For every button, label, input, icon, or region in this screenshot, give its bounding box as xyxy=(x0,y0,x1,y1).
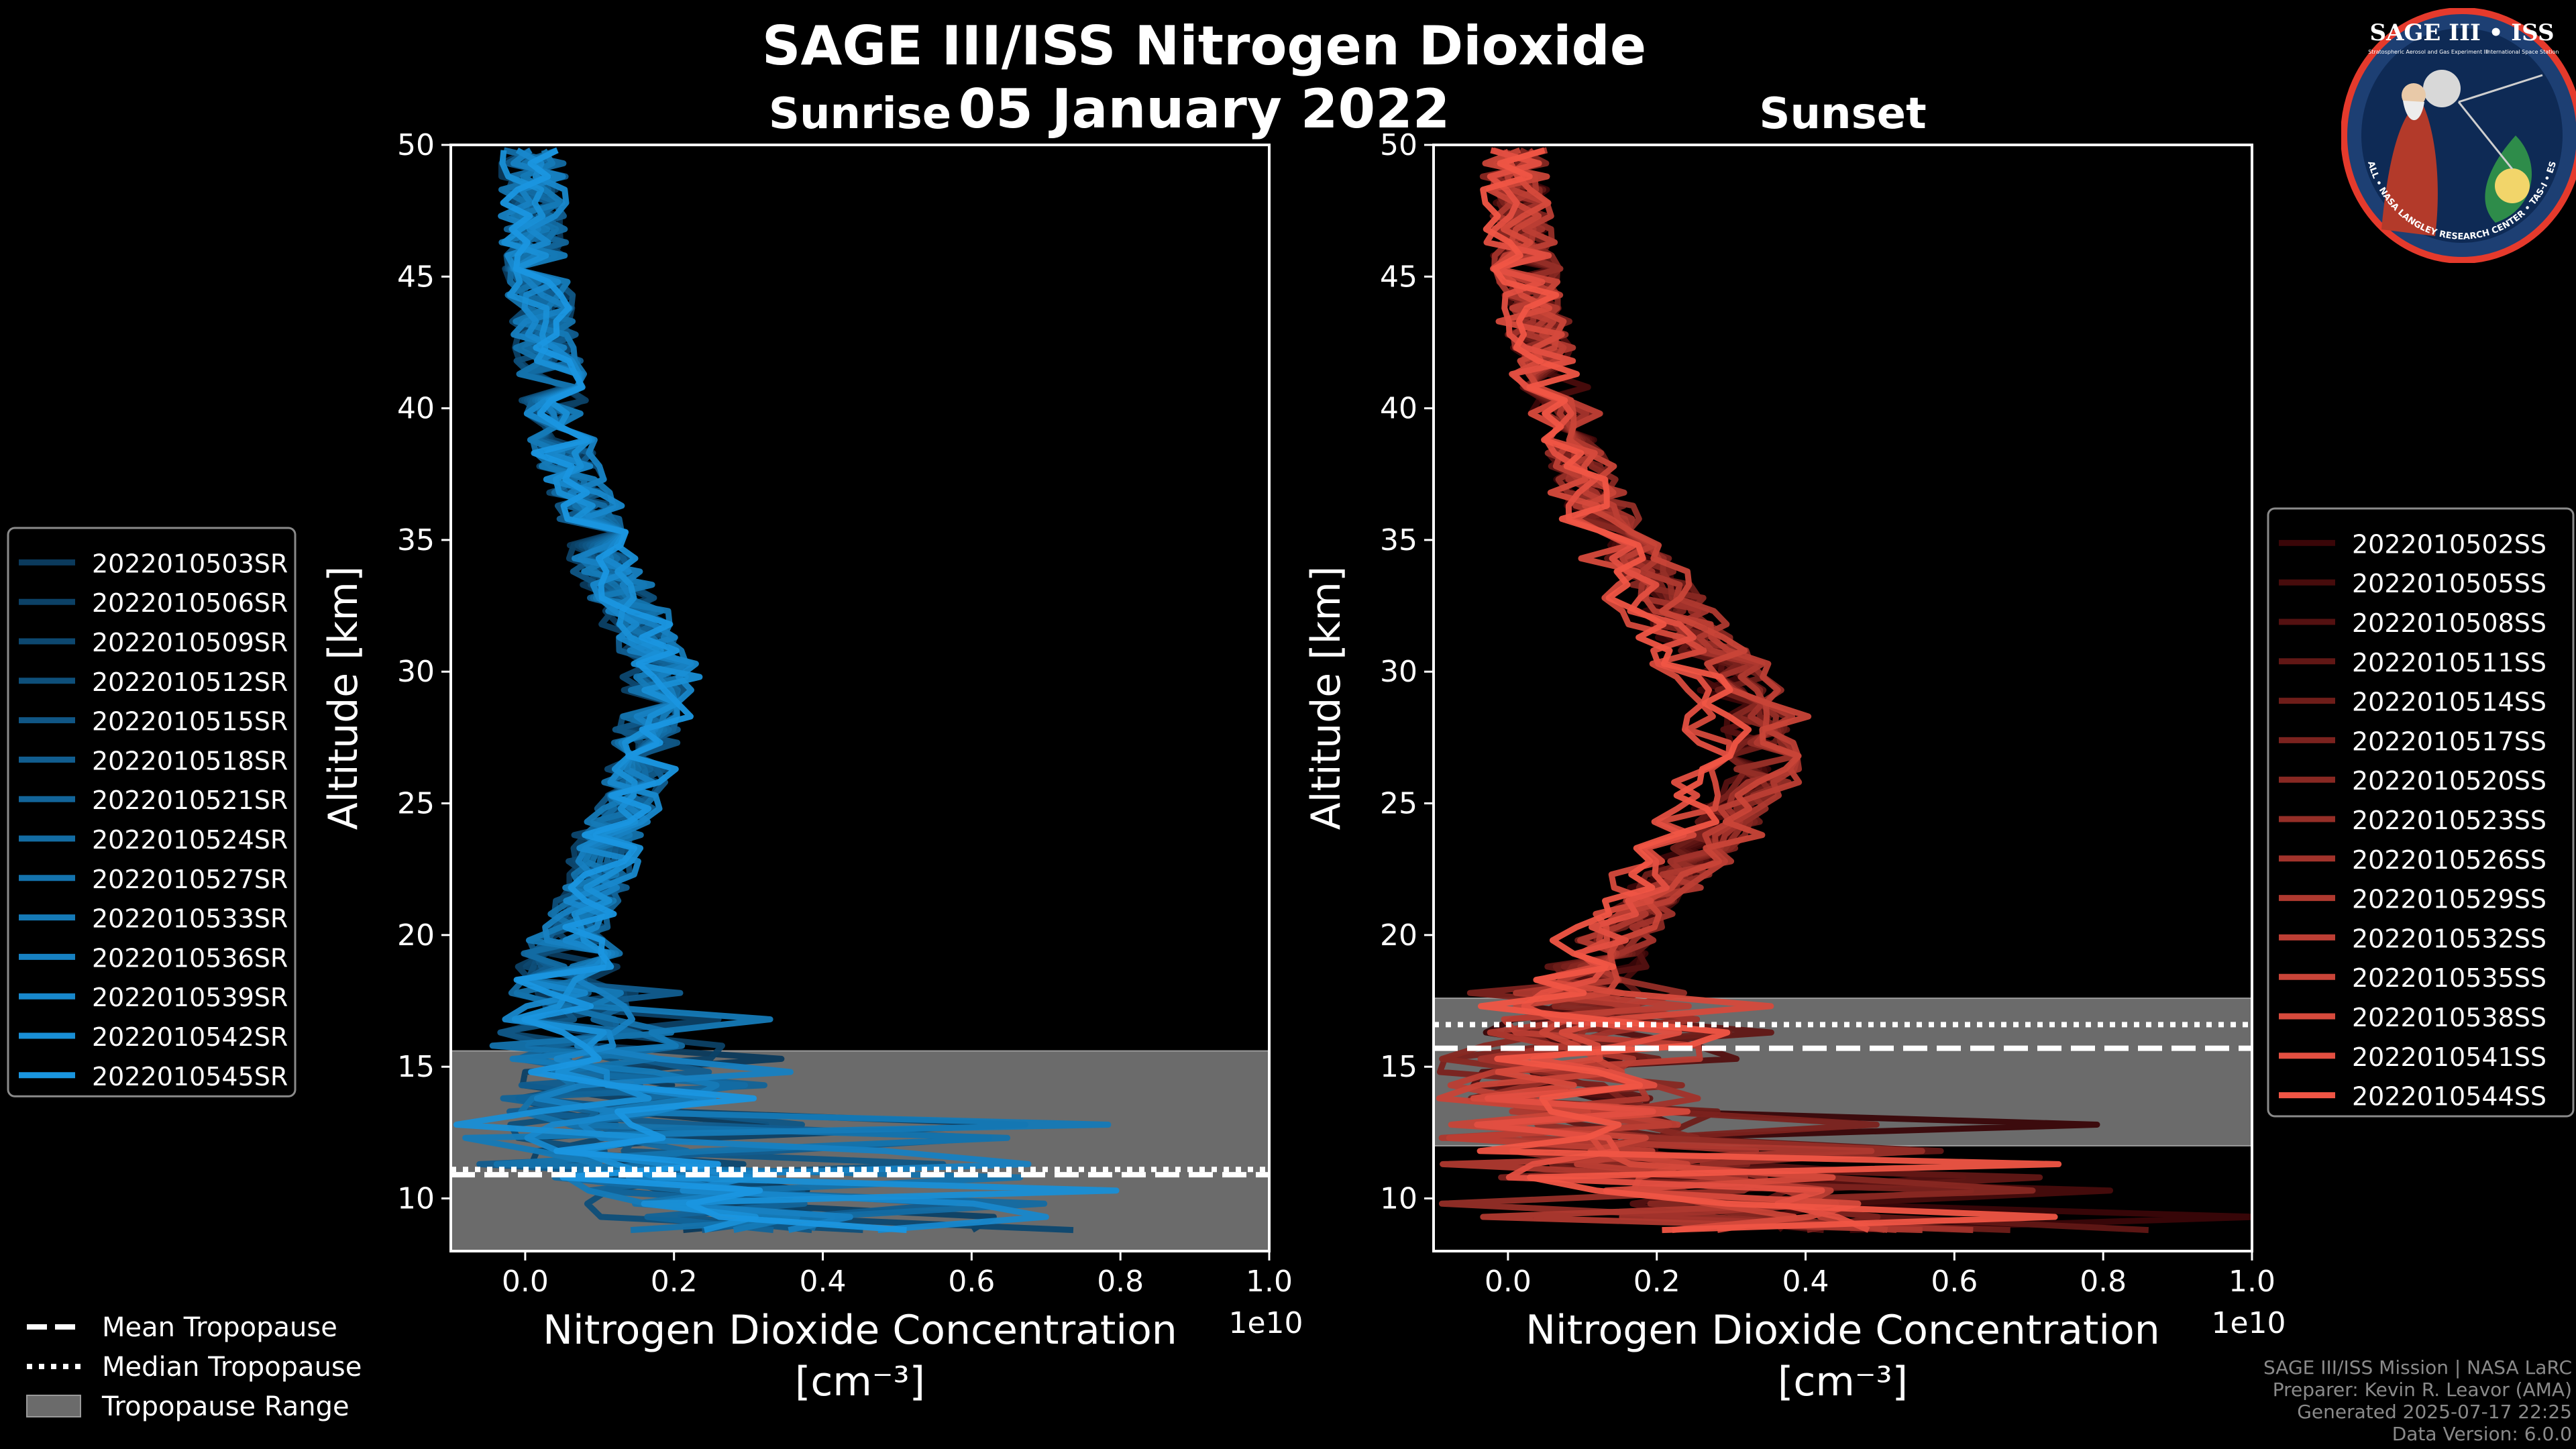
x-tick-label: 0.2 xyxy=(651,1265,698,1299)
sunrise-panel: 0.0 0.2 0.4 0.6 0.8 1.0 10 15 20 25 30 35 40 45 50 Sunr… xyxy=(320,89,1303,1405)
legend-label: 2022010545SR xyxy=(92,1062,288,1091)
tropopause-legend: Mean Tropopause Median Tropopause Tropopau… xyxy=(26,1312,362,1422)
legend-label: 2022010521SR xyxy=(92,786,288,815)
y-tick-label: 45 xyxy=(397,260,435,294)
sunrise-legend: 2022010503SR 2022010506SR 2022010509SR 2022… xyxy=(7,527,297,1097)
panel-title: Sunrise xyxy=(769,89,951,139)
figure-title: SAGE III/ISS Nitrogen Dioxide xyxy=(762,15,1646,77)
credit-line: Generated 2025-07-17 22:25 xyxy=(2297,1401,2572,1423)
legend-label: 2022010517SS xyxy=(2352,727,2546,756)
y-tick-label: 50 xyxy=(1380,128,1417,162)
legend-label: 2022010524SR xyxy=(92,825,288,855)
y-tick-label: 40 xyxy=(1380,392,1417,426)
legend-label: 2022010523SS xyxy=(2352,806,2546,835)
legend-label: 2022010509SR xyxy=(92,628,288,657)
sunset-panel: 0.0 0.2 0.4 0.6 0.8 1.0 10 15 20 25 30 35 40 45 50 Suns… xyxy=(1303,89,2286,1405)
y-tick-label: 45 xyxy=(1380,260,1417,294)
plot-frame xyxy=(449,144,1271,1252)
legend-label: 2022010544SS xyxy=(2352,1082,2546,1112)
legend-label: 2022010538SS xyxy=(2352,1003,2546,1032)
x-tick-label: 1.0 xyxy=(2229,1265,2275,1299)
x-axis-unit: [cm⁻³] xyxy=(795,1358,925,1405)
tropopause-range-swatch xyxy=(26,1395,81,1417)
legend-label: 2022010518SR xyxy=(92,746,288,775)
legend-label: 2022010539SR xyxy=(92,983,288,1012)
y-tick-label: 30 xyxy=(1380,655,1417,689)
x-tick-label: 0.2 xyxy=(1633,1265,1680,1299)
legend-label: 2022010511SS xyxy=(2352,648,2546,678)
tropopause-legend-label: Tropopause Range xyxy=(101,1391,350,1422)
legend-label: 2022010542SR xyxy=(92,1022,288,1052)
legend-label: 2022010515SR xyxy=(92,707,288,737)
legend-label: 2022010535SS xyxy=(2352,963,2546,993)
y-tick-label: 15 xyxy=(1380,1050,1417,1084)
legend-frame xyxy=(2267,507,2575,1118)
x-axis-label: Nitrogen Dioxide Concentration xyxy=(543,1307,1177,1354)
legend-label: 2022010502SS xyxy=(2352,529,2546,559)
panel-title: Sunset xyxy=(1759,89,1926,139)
sunset-legend: 2022010502SS 2022010505SS 2022010508SS 2022… xyxy=(2267,507,2575,1118)
legend-label: 2022010541SS xyxy=(2352,1042,2546,1072)
y-tick-label: 20 xyxy=(397,918,435,953)
x-tick-label: 0.6 xyxy=(1931,1265,1978,1299)
credits-block: SAGE III/ISS Mission | NASA LaRC Prepare… xyxy=(1968,1356,2572,1445)
y-tick-label: 25 xyxy=(397,787,435,821)
sage-iii-iss-logo: SAGE III • ISS Stratospheric Aerosol and… xyxy=(2338,1,2576,264)
logo-subtitle-2: International Space Station xyxy=(2486,49,2559,55)
x-offset-text: 1e10 xyxy=(1228,1306,1303,1340)
y-tick-label: 25 xyxy=(1380,787,1417,821)
legend-label: 2022010529SS xyxy=(2352,885,2546,914)
legend-label: 2022010526SS xyxy=(2352,845,2546,875)
tropopause-legend-label: Mean Tropopause xyxy=(102,1312,337,1343)
y-tick-label: 35 xyxy=(1380,523,1417,557)
legend-label: 2022010512SR xyxy=(92,667,288,697)
legend-label: 2022010536SR xyxy=(92,943,288,973)
x-tick-label: 0.8 xyxy=(1097,1265,1144,1299)
x-tick-label: 0.0 xyxy=(1485,1265,1532,1299)
x-axis-unit: [cm⁻³] xyxy=(1778,1358,1908,1405)
legend-label: 2022010506SR xyxy=(92,588,288,618)
x-tick-label: 0.6 xyxy=(948,1265,995,1299)
y-tick-label: 40 xyxy=(397,392,435,426)
legend-label: 2022010533SR xyxy=(92,904,288,934)
y-axis-label: Altitude [km] xyxy=(320,566,367,830)
x-axis-label: Nitrogen Dioxide Concentration xyxy=(1525,1307,2160,1354)
legend-label: 2022010514SS xyxy=(2352,688,2546,717)
legend-label: 2022010527SR xyxy=(92,865,288,894)
logo-subtitle: Stratospheric Aerosol and Gas Experiment… xyxy=(2368,49,2488,55)
legend-frame xyxy=(7,527,297,1097)
x-tick-label: 0.0 xyxy=(502,1265,549,1299)
logo-title: SAGE III • ISS xyxy=(2369,19,2554,46)
y-tick-label: 20 xyxy=(1380,918,1417,953)
y-tick-label: 10 xyxy=(397,1181,435,1216)
y-tick-label: 10 xyxy=(1380,1181,1417,1216)
y-axis-label: Altitude [km] xyxy=(1303,566,1350,830)
figure-date: 05 January 2022 xyxy=(959,78,1450,140)
legend-label: 2022010505SS xyxy=(2352,569,2546,598)
profile-line-2022010545SR xyxy=(500,147,907,1234)
credit-line: SAGE III/ISS Mission | NASA LaRC xyxy=(2263,1356,2572,1379)
credit-line: Data Version: 6.0.0 xyxy=(2392,1423,2572,1445)
y-tick-label: 30 xyxy=(397,655,435,689)
y-tick-label: 50 xyxy=(397,128,435,162)
x-tick-label: 0.8 xyxy=(2080,1265,2127,1299)
legend-label: 2022010520SS xyxy=(2352,766,2546,796)
y-tick-label: 15 xyxy=(397,1050,435,1084)
legend-label: 2022010503SR xyxy=(92,549,288,578)
tropopause-legend-label: Median Tropopause xyxy=(102,1352,362,1383)
legend-label: 2022010508SS xyxy=(2352,608,2546,638)
y-tick-label: 35 xyxy=(397,523,435,557)
legend-label: 2022010532SS xyxy=(2352,924,2546,953)
x-tick-label: 1.0 xyxy=(1246,1265,1293,1299)
credit-line: Preparer: Kevin R. Leavor (AMA) xyxy=(2272,1379,2572,1401)
x-tick-label: 0.4 xyxy=(800,1265,847,1299)
x-offset-text: 1e10 xyxy=(2211,1306,2286,1340)
plot-frame xyxy=(1432,144,2253,1252)
x-tick-label: 0.4 xyxy=(1782,1265,1829,1299)
